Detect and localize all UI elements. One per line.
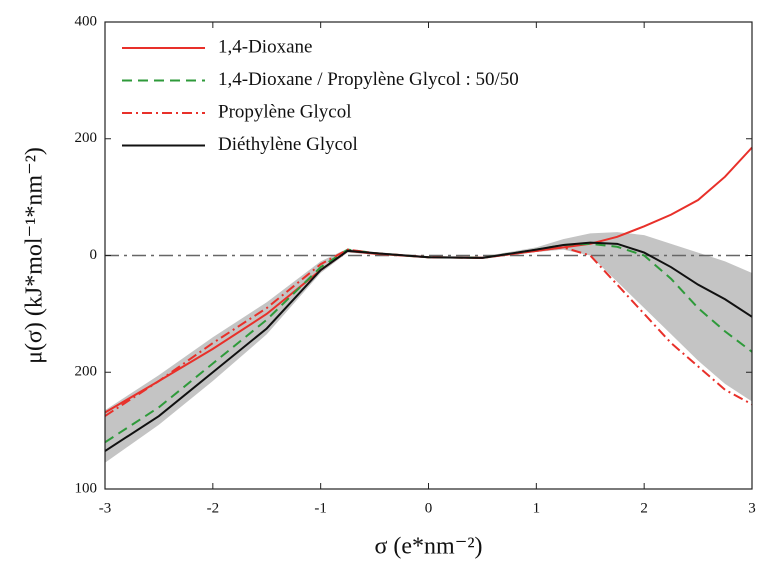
x-axis-label: σ (e*nm⁻²) [374,534,482,560]
series-line [104,241,753,452]
legend-label: Propylène Glycol [218,101,352,122]
x-tick-label: 3 [748,500,756,516]
y-tick-label: 200 [75,364,98,380]
series-line [104,246,753,417]
x-tick-label: -1 [314,500,327,516]
x-tick-label: -2 [207,500,220,516]
legend-label: Diéthylène Glycol [218,134,358,155]
y-tick-label: 0 [90,247,98,263]
legend-label: 1,4-Dioxane [218,36,312,57]
y-axis-label: μ(σ) (kJ*mol⁻¹*nm⁻²) [22,147,48,364]
x-tick-label: 0 [425,500,433,516]
x-tick-label: 2 [640,500,648,516]
y-tick-label: 400 [75,13,98,29]
x-tick-label: 1 [533,500,541,516]
y-tick-label: 200 [75,130,98,146]
legend-label: 1,4-Dioxane / Propylène Glycol : 50/50 [218,69,519,90]
x-tick-label: -3 [99,500,112,516]
y-tick-label: 100 [75,480,98,496]
confidence-band [105,232,752,463]
